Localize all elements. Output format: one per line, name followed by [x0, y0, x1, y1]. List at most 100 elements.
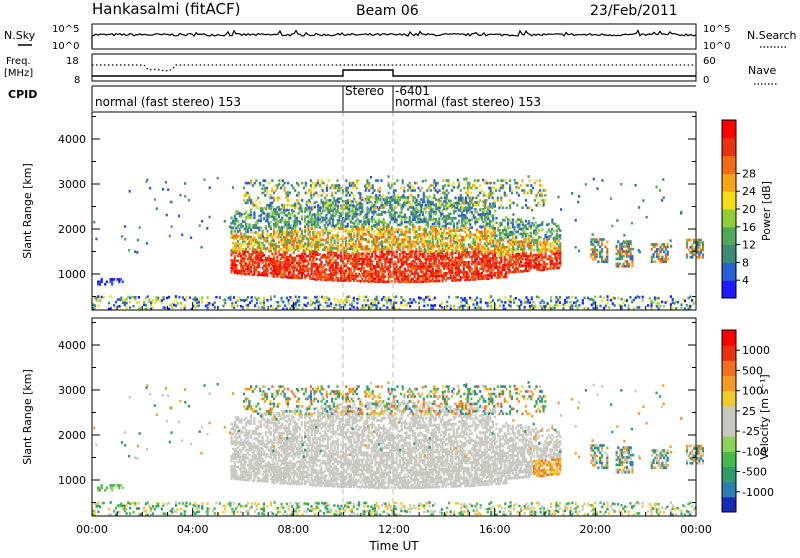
power-cell: [465, 199, 467, 202]
power-cell: [531, 237, 533, 240]
power-cell: [273, 275, 275, 278]
power-cell: [476, 266, 478, 269]
power-cell: [383, 206, 385, 209]
power-cell: [363, 267, 365, 270]
power-cell: [263, 307, 265, 310]
power-cell: [94, 304, 96, 307]
power-cell: [476, 238, 478, 241]
power-cell: [277, 301, 279, 304]
power-cell: [307, 260, 309, 263]
power-cell: [368, 211, 370, 214]
power-cell: [471, 226, 473, 229]
power-cell: [370, 250, 372, 253]
power-cell: [375, 194, 377, 197]
power-cell: [466, 217, 468, 220]
power-cell: [441, 213, 443, 216]
power-cell: [262, 232, 264, 235]
power-cell: [628, 304, 630, 307]
power-cell: [451, 189, 453, 192]
power-cell: [329, 220, 331, 223]
power-cell: [356, 238, 358, 241]
power-cell: [298, 194, 300, 197]
power-cell: [345, 269, 347, 272]
power-cell: [488, 207, 490, 210]
power-cell: [517, 260, 519, 263]
power-cell: [250, 270, 252, 273]
power-cell: [376, 296, 378, 299]
power-cell: [559, 247, 561, 250]
power-cell: [477, 204, 479, 207]
power-cell: [345, 200, 347, 203]
power-cell: [400, 187, 402, 190]
power-cell: [556, 243, 558, 246]
nave-top-tick: 60: [703, 56, 716, 67]
power-cell: [446, 252, 448, 255]
power-cell: [258, 264, 260, 267]
power-cell: [419, 216, 421, 219]
power-cell: [492, 214, 494, 217]
power-cell: [252, 202, 254, 205]
power-cell: [450, 213, 452, 216]
power-cell: [425, 231, 427, 234]
power-cell: [672, 298, 674, 301]
power-cell: [464, 239, 466, 242]
power-cell: [545, 251, 547, 254]
power-cell: [541, 228, 543, 231]
power-cell: [342, 189, 344, 192]
freq-label-line1: Freq.: [6, 56, 31, 67]
power-cell: [419, 201, 421, 204]
power-cell: [691, 299, 693, 302]
cpid-strip: normal (fast stereo) 153Stereo-6401norma…: [92, 84, 696, 111]
power-cell: [325, 268, 327, 271]
power-cell: [532, 301, 534, 304]
power-cell: [407, 278, 409, 281]
power-cell: [487, 218, 489, 221]
power-cell: [298, 250, 300, 253]
power-cell: [307, 228, 309, 231]
power-cell: [433, 194, 435, 197]
power-cell: [248, 248, 250, 251]
power-cell: [288, 249, 290, 252]
power-cell: [440, 272, 442, 275]
power-cell: [512, 246, 514, 249]
power-cell: [329, 187, 331, 190]
power-cell: [235, 233, 237, 236]
power-cell: [400, 301, 402, 304]
power-cell: [250, 236, 252, 239]
power-cell: [638, 306, 640, 309]
power-cell: [316, 263, 318, 266]
power-cell: [304, 235, 306, 238]
power-cell: [528, 237, 530, 240]
power-cell: [446, 202, 448, 205]
power-cell: [650, 307, 652, 310]
power-cell: [330, 259, 332, 262]
power-cell: [340, 207, 342, 210]
power-cell: [658, 302, 660, 305]
power-cell: [266, 240, 268, 243]
power-cell: [284, 187, 286, 190]
power-cell: [324, 224, 326, 227]
power-cell: [545, 246, 547, 249]
power-cell: [358, 223, 360, 226]
power-cell: [253, 214, 255, 217]
power-cell: [590, 256, 592, 259]
power-cell: [365, 199, 367, 202]
power-cell: [255, 179, 257, 182]
power-cell: [680, 306, 682, 309]
power-cell: [453, 222, 455, 225]
power-cell: [324, 264, 326, 267]
power-cell: [571, 307, 573, 310]
power-cell: [659, 305, 661, 308]
power-cell: [275, 216, 277, 219]
power-cell: [404, 273, 406, 276]
power-cell: [298, 304, 300, 307]
power-cell: [318, 296, 320, 299]
power-cell: [329, 269, 331, 272]
power-cell: [375, 207, 377, 210]
power-cell: [270, 250, 272, 253]
power-cell: [499, 298, 501, 301]
power-cell: [368, 228, 370, 231]
power-cell: [244, 238, 246, 241]
power-cell: [374, 250, 376, 253]
power-cell: [250, 182, 252, 185]
